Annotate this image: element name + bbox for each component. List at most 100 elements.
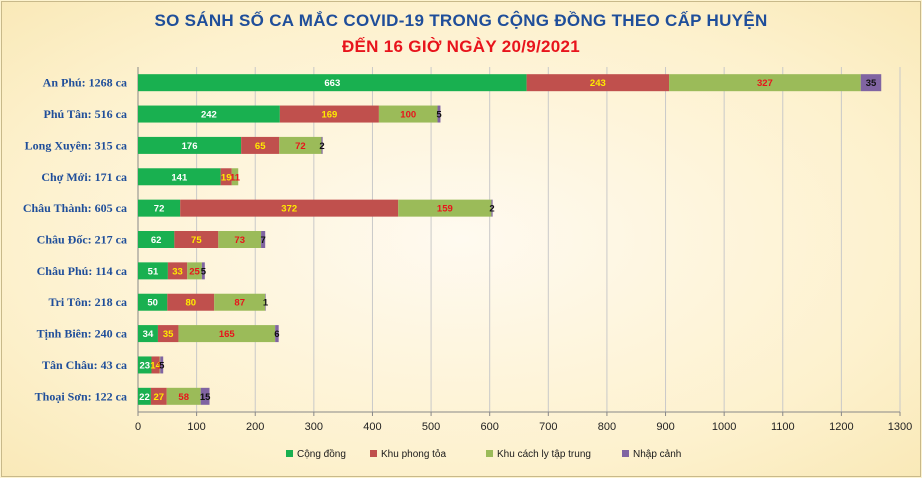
data-label: 65 [255,141,266,152]
bar-segment [174,231,219,248]
bar-segment [201,262,205,280]
bar-segment [160,356,164,374]
data-label: 14 [150,360,161,371]
bar-segment [214,293,266,311]
data-label: 87 [234,298,245,309]
bar-segment [265,293,266,311]
x-tick-label: 700 [539,421,557,433]
bar-segment [138,387,151,405]
category-label: An Phú: 1268 ca [43,76,127,90]
data-label: 35 [866,78,877,89]
data-label: 15 [200,392,211,403]
data-label: 243 [590,78,606,89]
category-label: Châu Phú: 114 ca [37,264,127,278]
data-label: 80 [185,298,196,309]
bar-segment [166,387,201,405]
chart-title: SO SÁNH SỐ CA MẮC COVID-19 TRONG CỘNG ĐỒ… [154,11,768,30]
bar-segment [138,199,181,217]
data-label: 58 [178,392,189,403]
data-label: 7 [260,235,265,246]
data-label: 372 [281,204,297,215]
bar-segment [218,231,262,248]
bar-segment [159,356,161,374]
bar-segment [378,105,438,123]
data-label: 100 [400,110,416,121]
x-tick-label: 800 [598,421,616,433]
data-label: 176 [182,141,198,152]
bar-segment [138,356,152,374]
bar-segment [180,199,399,217]
bar-segment [138,231,175,248]
x-tick-label: 1100 [771,421,795,433]
bar-segment [220,168,232,186]
data-label: 19 [221,172,232,183]
data-label: 25 [189,266,200,277]
bar-segment [279,105,379,123]
x-tick-label: 0 [135,421,141,433]
x-tick-label: 400 [363,421,381,433]
data-label: 6 [274,329,279,340]
x-tick-label: 600 [481,421,499,433]
category-label: Phú Tân: 516 ca [44,107,127,121]
bar-segment [491,199,493,217]
category-label: Châu Đốc: 217 ca [37,233,127,247]
bar-segment [157,325,179,343]
x-tick-label: 200 [246,421,264,433]
bar-segment [200,387,210,405]
x-tick-label: 900 [656,421,674,433]
data-label: 327 [757,78,773,89]
bar-segment [187,262,202,280]
legend-label: Nhập cảnh [633,449,681,460]
x-tick-label: 1200 [829,421,853,433]
data-label: 22 [139,392,150,403]
bar-segment [167,293,215,311]
data-label: 11 [230,172,241,183]
data-label: 72 [295,141,306,152]
x-tick-label: 300 [305,421,323,433]
x-tick-label: 500 [422,421,440,433]
data-label: 5 [436,110,442,121]
bar-segment [279,136,322,154]
data-label: 51 [148,266,159,277]
category-label: Tri Tôn: 218 ca [48,295,127,309]
legend-swatch [370,450,377,457]
bar-segment [138,74,527,92]
data-label: 242 [201,110,217,121]
legend-label: Khu cách ly tập trung [497,449,591,460]
bar-segment [437,105,441,123]
bar-segment [178,325,276,343]
data-label: 72 [154,204,165,215]
category-label: Chợ Mới: 171 ca [41,170,127,184]
bar-segment [231,168,239,186]
data-label: 62 [151,235,162,246]
bar-segment [151,356,160,374]
bar-segment [321,136,323,154]
data-label: 33 [172,266,183,277]
data-label: 2 [489,204,494,215]
bar-segment [138,325,158,343]
chart-subtitle: ĐẾN 16 GIỜ NGÀY 20/9/2021 [341,37,581,56]
bar-segment [150,387,167,405]
data-label: 2 [319,141,324,152]
data-label: 73 [234,235,245,246]
data-label: 75 [191,235,202,246]
data-label: 50 [147,298,158,309]
category-label: Long Xuyên: 315 ca [25,138,127,152]
legend-swatch [486,450,493,457]
data-label: 27 [154,392,165,403]
data-label: 165 [219,329,236,340]
data-label: 663 [324,78,340,89]
category-label: Châu Thành: 605 ca [23,201,127,215]
bar-segment [398,199,492,217]
bar-segment [275,325,279,343]
bar-segment [526,74,670,92]
data-label: 141 [171,172,188,183]
data-label: 159 [437,204,453,215]
data-label: 23 [139,360,150,371]
bar-segment [138,136,242,154]
data-label: 34 [143,329,154,340]
bar-segment [138,168,221,186]
legend-swatch [286,450,293,457]
x-tick-label: 1300 [888,421,912,433]
